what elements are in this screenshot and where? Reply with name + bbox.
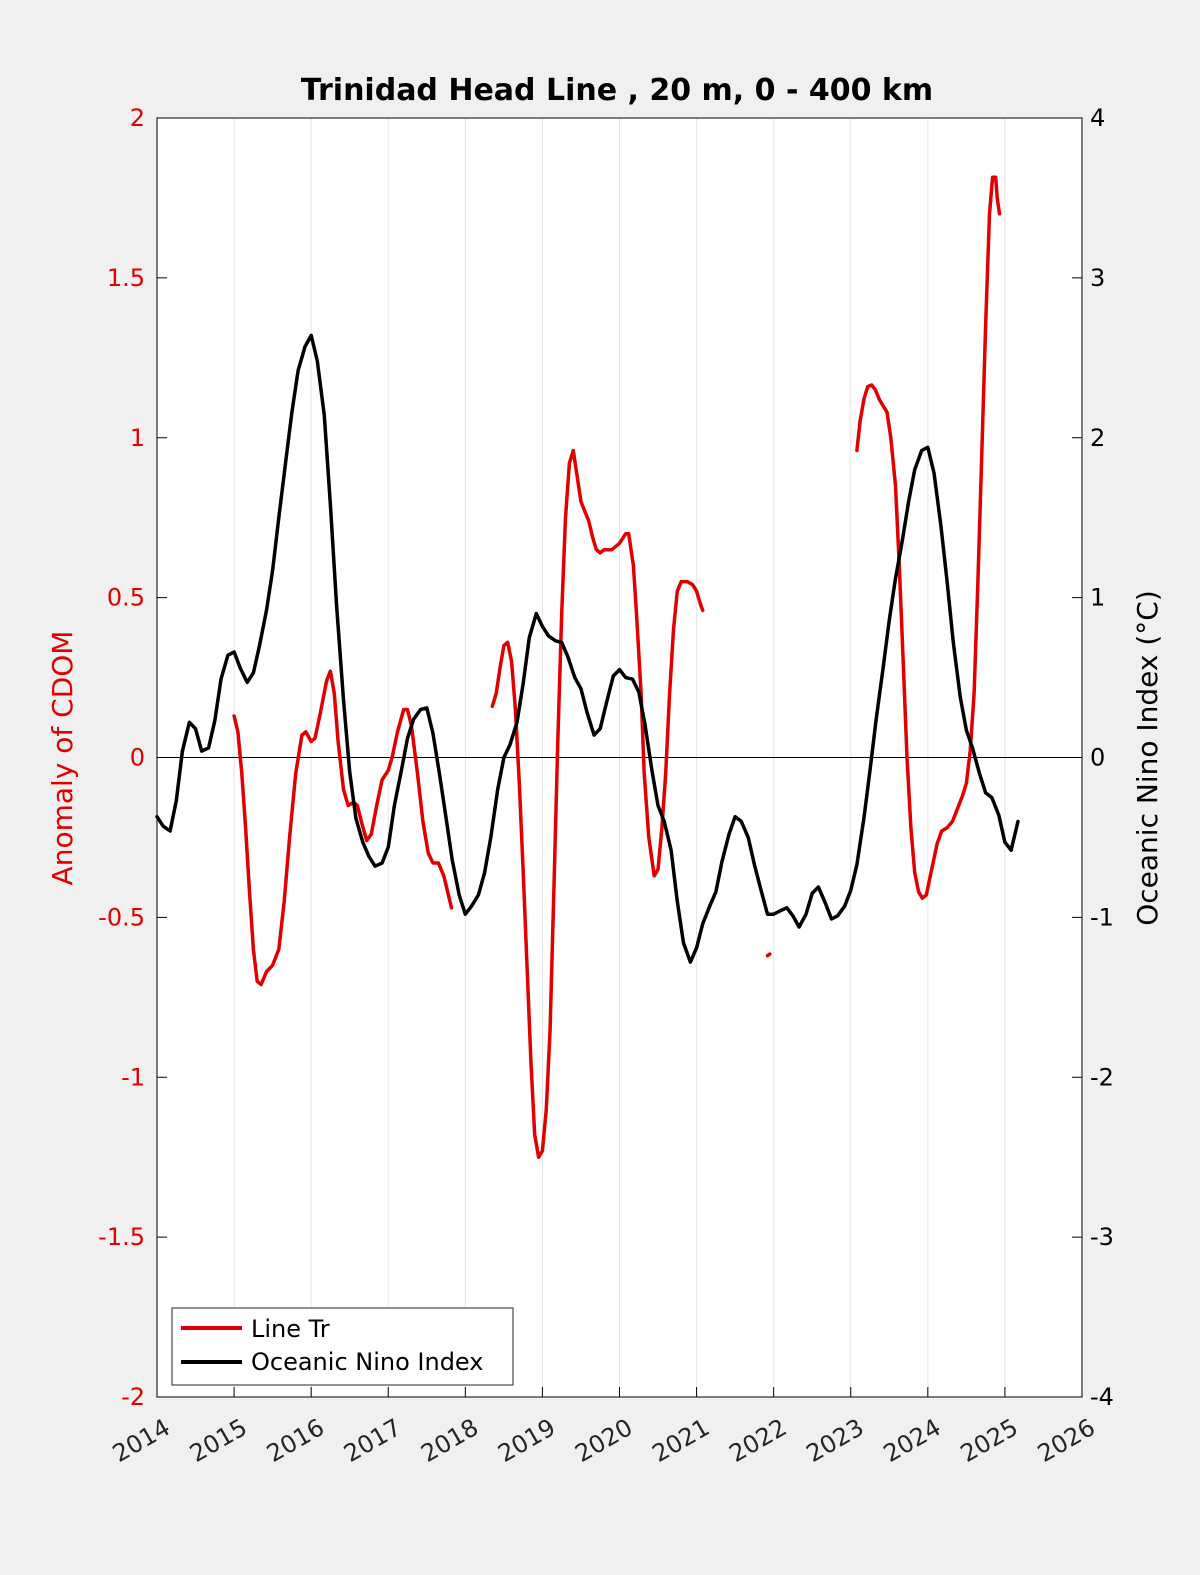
left-y-tick-label: -2	[121, 1383, 145, 1411]
left-y-tick-label: 1	[130, 424, 145, 452]
right-y-tick-label: 3	[1090, 264, 1105, 292]
right-y-tick-label: -1	[1090, 903, 1114, 931]
right-y-tick-label: -3	[1090, 1223, 1114, 1251]
left-y-tick-label: 1.5	[107, 264, 145, 292]
legend-box	[171, 1307, 514, 1386]
left-y-tick-label: -1.5	[98, 1223, 145, 1251]
right-y-tick-labels: -4 -3 -2 -1 0 1 2 3 4	[1090, 104, 1114, 1411]
series-line-line-tr	[765, 952, 772, 958]
left-y-tick-labels: -2 -1.5 -1 -0.5 0 0.5 1 1.5 2	[98, 104, 145, 1411]
right-y-tick-label: 1	[1090, 584, 1105, 612]
chart-title: Trinidad Head Line , 20 m, 0 - 400 km	[301, 73, 933, 108]
legend-label-oceanic-nino-index: Oceanic Nino Index	[251, 1348, 483, 1376]
right-y-tick-label: 4	[1090, 104, 1105, 132]
left-y-tick-label: 0.5	[107, 584, 145, 612]
legend-label-line-tr: Line Tr	[251, 1315, 330, 1343]
right-y-tick-label: -2	[1090, 1063, 1114, 1091]
left-y-tick-label: 2	[130, 104, 145, 132]
series-line-line-tr	[490, 448, 705, 1159]
series-line-line-tr	[855, 175, 1002, 900]
left-y-tick-label: -0.5	[98, 903, 145, 931]
left-y-tick-label: 0	[130, 744, 145, 772]
left-y-tick-label: -1	[121, 1063, 145, 1091]
axis-ticks	[156, 117, 1083, 1398]
right-y-axis-label: Oceanic Nino Index (°C)	[1131, 590, 1164, 926]
right-y-tick-label: 2	[1090, 424, 1105, 452]
right-y-tick-label: 0	[1090, 744, 1105, 772]
series-layer	[155, 175, 1020, 1159]
right-y-tick-label: -4	[1090, 1383, 1114, 1411]
legend: Line Tr Oceanic Nino Index	[171, 1307, 514, 1386]
series-line-oceanic-nino-index	[155, 333, 1020, 964]
series-line-line-tr	[232, 669, 454, 987]
left-y-axis-label: Anomaly of CDOM	[46, 631, 79, 886]
